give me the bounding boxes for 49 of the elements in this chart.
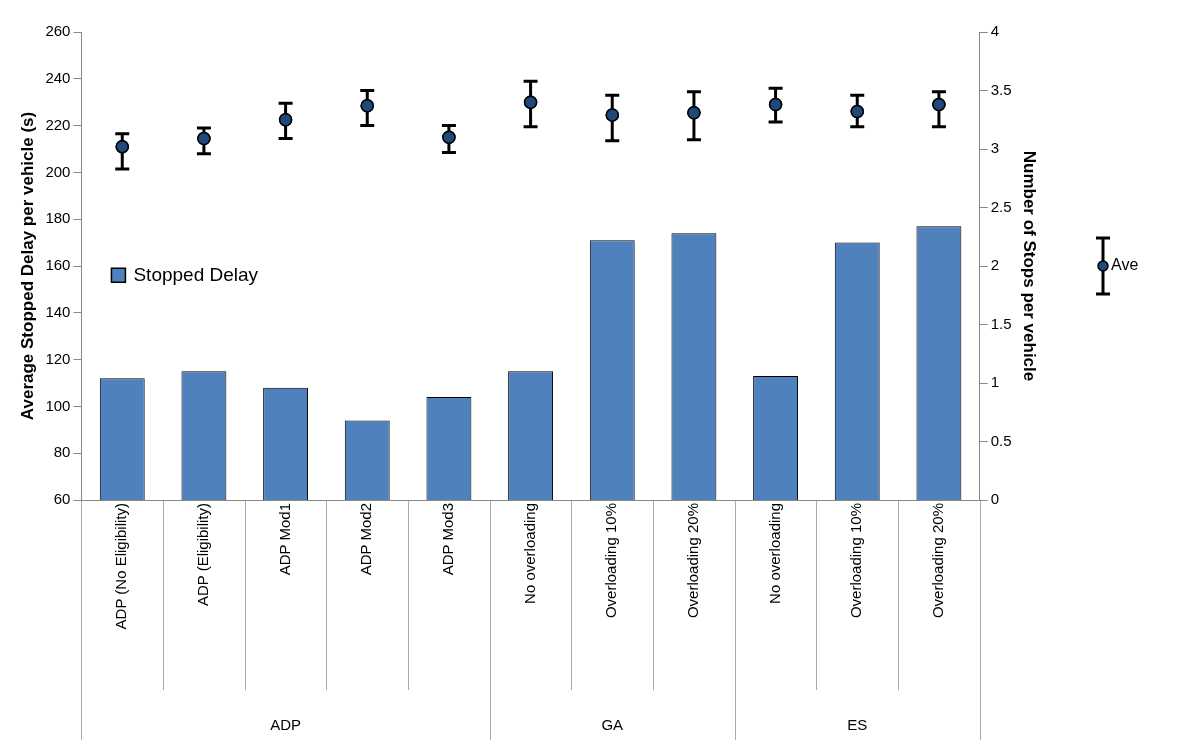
y-tick-label: 140 <box>45 302 71 320</box>
x-tick-label: ADP Mod1 <box>275 503 293 576</box>
y-tick-label: 160 <box>45 256 71 274</box>
y2-tick-label: 1 <box>990 373 1000 391</box>
y2-axis-title: Number of Stops per vehicle <box>1020 150 1040 382</box>
y-tick-label: 240 <box>45 68 71 86</box>
y-tick-label: 100 <box>45 396 71 414</box>
text: GA <box>601 716 624 734</box>
x-tick-label: ADP Mod2 <box>357 503 375 576</box>
y-tick-label: 80 <box>53 443 71 461</box>
point <box>523 95 538 109</box>
y2-tick-label: 2.5 <box>990 197 1012 215</box>
x-tick-label: No overloading <box>520 503 538 604</box>
y-tick-label: 60 <box>53 490 71 508</box>
y2-tick-label: 3.5 <box>990 80 1012 98</box>
x-tick-label: Overloading 10% <box>602 503 620 619</box>
point <box>115 139 130 154</box>
y2-tick-label: 0.5 <box>990 431 1012 449</box>
x-tick-label: Overloading 20% <box>684 503 702 619</box>
point <box>768 97 783 112</box>
y-axis-title: Average Stopped Delay per vehicle (s) <box>17 111 37 421</box>
text: ES <box>847 716 868 734</box>
point <box>932 97 946 112</box>
y-tick-label: 200 <box>45 162 71 180</box>
x-tick-label: No overloading <box>765 503 783 604</box>
legend-label: Stopped Delay <box>133 263 259 285</box>
y-tick-label: 260 <box>45 22 71 40</box>
point <box>687 105 701 120</box>
point <box>442 130 456 145</box>
text: ADP <box>270 716 302 734</box>
y2-tick-label: 1.5 <box>990 314 1012 332</box>
point <box>850 104 864 119</box>
point <box>605 108 619 122</box>
x-tick-label: Overloading 10% <box>847 503 865 619</box>
x-tick-label: ADP Mod3 <box>439 503 457 576</box>
y-tick-label: 120 <box>45 349 71 367</box>
legend-label: Ave <box>1111 256 1139 274</box>
point <box>278 113 293 127</box>
y2-tick-label: 4 <box>990 22 1000 40</box>
x-tick-label: ADP (Eligibility) <box>194 503 212 607</box>
y-tick-label: 220 <box>45 115 71 133</box>
x-tick-label: Overloading 20% <box>929 503 947 619</box>
y2-tick-label: 2 <box>990 256 1000 274</box>
y2-tick-label: 3 <box>990 139 1000 157</box>
x-tick-label: ADP (No Eligibility) <box>112 503 130 630</box>
y2-tick-label: 0 <box>990 490 1000 508</box>
point <box>360 98 375 113</box>
point <box>197 131 211 146</box>
y-tick-label: 180 <box>45 209 71 227</box>
